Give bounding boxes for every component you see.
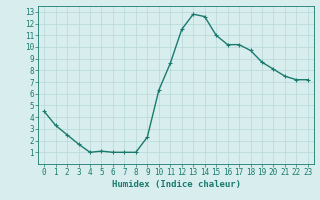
X-axis label: Humidex (Indice chaleur): Humidex (Indice chaleur) bbox=[111, 180, 241, 189]
